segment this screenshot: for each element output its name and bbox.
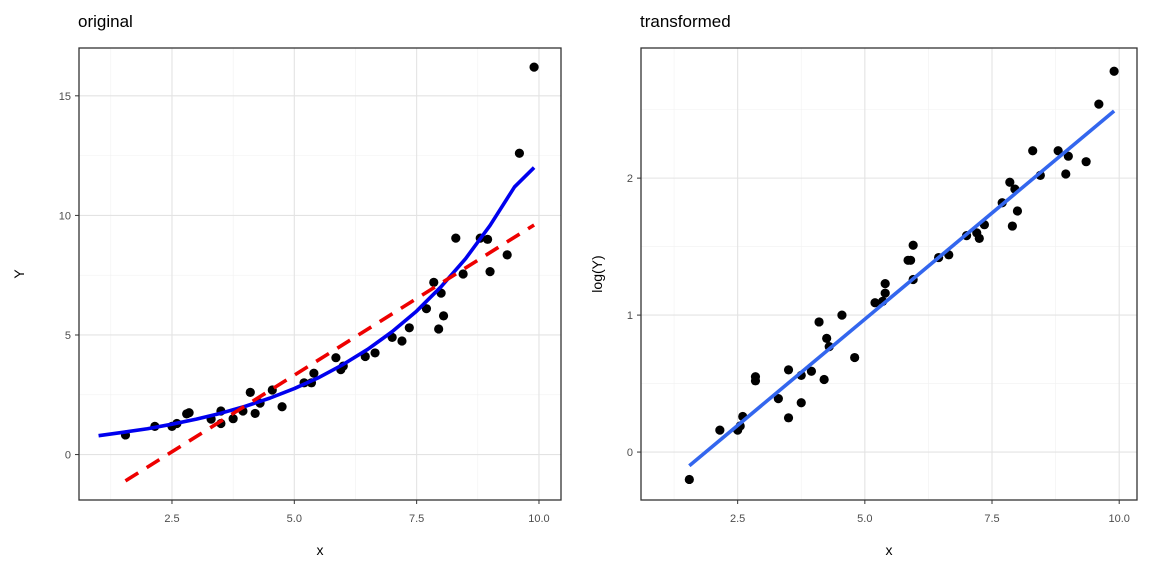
data-point — [438, 311, 449, 321]
panel-border — [640, 47, 1138, 501]
data-point — [1061, 169, 1071, 179]
x-axis-label: x — [886, 542, 893, 558]
panel-title: original — [78, 12, 133, 31]
x-axis-label: x — [317, 542, 324, 558]
data-point — [880, 288, 890, 298]
data-point — [1053, 146, 1063, 156]
y-tick-label: 15 — [59, 91, 71, 103]
data-point — [502, 250, 512, 260]
data-point — [819, 374, 829, 385]
y-tick-label: 10 — [59, 210, 71, 222]
data-point — [806, 366, 817, 376]
data-point — [421, 304, 432, 314]
y-axis-label: Y — [11, 269, 27, 279]
x-tick-label: 10.0 — [528, 513, 549, 525]
series — [684, 66, 1119, 485]
data-point — [1081, 157, 1091, 167]
data-point — [814, 317, 824, 327]
data-point — [908, 240, 918, 250]
x-tick-label: 2.5 — [164, 513, 179, 525]
x-tick-label: 7.5 — [984, 513, 999, 525]
data-point — [245, 387, 255, 397]
data-point — [370, 348, 380, 358]
y-tick-label: 0 — [65, 450, 71, 462]
data-point — [485, 267, 495, 277]
series — [98, 62, 539, 483]
fit-curve — [688, 109, 1116, 468]
data-point — [1094, 99, 1104, 109]
data-point — [309, 368, 319, 378]
data-point — [458, 269, 468, 279]
data-point — [783, 365, 794, 375]
data-point — [974, 233, 984, 243]
data-point — [870, 298, 880, 308]
data-point — [277, 402, 287, 412]
x-tick-label: 7.5 — [409, 513, 424, 525]
y-tick-label: 2 — [627, 173, 633, 185]
data-point — [429, 277, 439, 287]
data-point — [434, 324, 444, 334]
fit-curve — [98, 166, 536, 438]
axis-ticks: 2.5 5.0 7.5 10.0 0 1 2 — [627, 173, 1130, 525]
data-point — [684, 474, 694, 485]
data-point — [451, 233, 461, 243]
data-point — [906, 255, 916, 265]
y-tick-label: 1 — [627, 310, 633, 322]
x-tick-label: 5.0 — [857, 513, 872, 525]
data-point — [482, 234, 493, 244]
data-point — [850, 352, 860, 363]
data-point — [1012, 206, 1023, 216]
panel-original: 2.5 5.0 7.5 10.0 0 5 10 15 original x Y — [11, 12, 562, 558]
data-point — [514, 148, 525, 158]
x-tick-label: 2.5 — [730, 513, 745, 525]
data-point — [837, 310, 847, 320]
data-point — [1109, 66, 1119, 76]
y-tick-label: 0 — [627, 447, 633, 459]
panel-title: transformed — [640, 12, 731, 31]
data-point — [783, 413, 794, 423]
data-point — [228, 414, 238, 424]
x-tick-label: 10.0 — [1108, 513, 1129, 525]
grid — [79, 48, 561, 500]
y-tick-label: 5 — [65, 330, 71, 342]
data-point — [822, 333, 832, 343]
panel-transformed: 2.5 5.0 7.5 10.0 0 1 2 transformed x log(Y) — [589, 12, 1138, 558]
data-point — [397, 336, 407, 346]
data-point — [750, 372, 761, 382]
data-point — [250, 408, 260, 419]
x-tick-label: 5.0 — [287, 513, 302, 525]
linear-fit-line — [124, 223, 536, 483]
data-point — [529, 62, 539, 72]
data-point — [773, 394, 783, 404]
data-point — [1007, 221, 1017, 231]
data-point — [404, 323, 414, 333]
data-point — [1063, 151, 1073, 161]
data-point — [715, 425, 725, 435]
data-point — [880, 278, 890, 289]
axis-ticks: 2.5 5.0 7.5 10.0 0 5 10 15 — [59, 91, 550, 525]
data-point — [331, 353, 341, 363]
y-axis-label: log(Y) — [589, 255, 605, 292]
data-point — [1005, 177, 1015, 187]
data-point — [1028, 146, 1038, 156]
panel-border — [78, 47, 562, 501]
data-point — [796, 398, 806, 408]
data-point — [184, 408, 194, 418]
